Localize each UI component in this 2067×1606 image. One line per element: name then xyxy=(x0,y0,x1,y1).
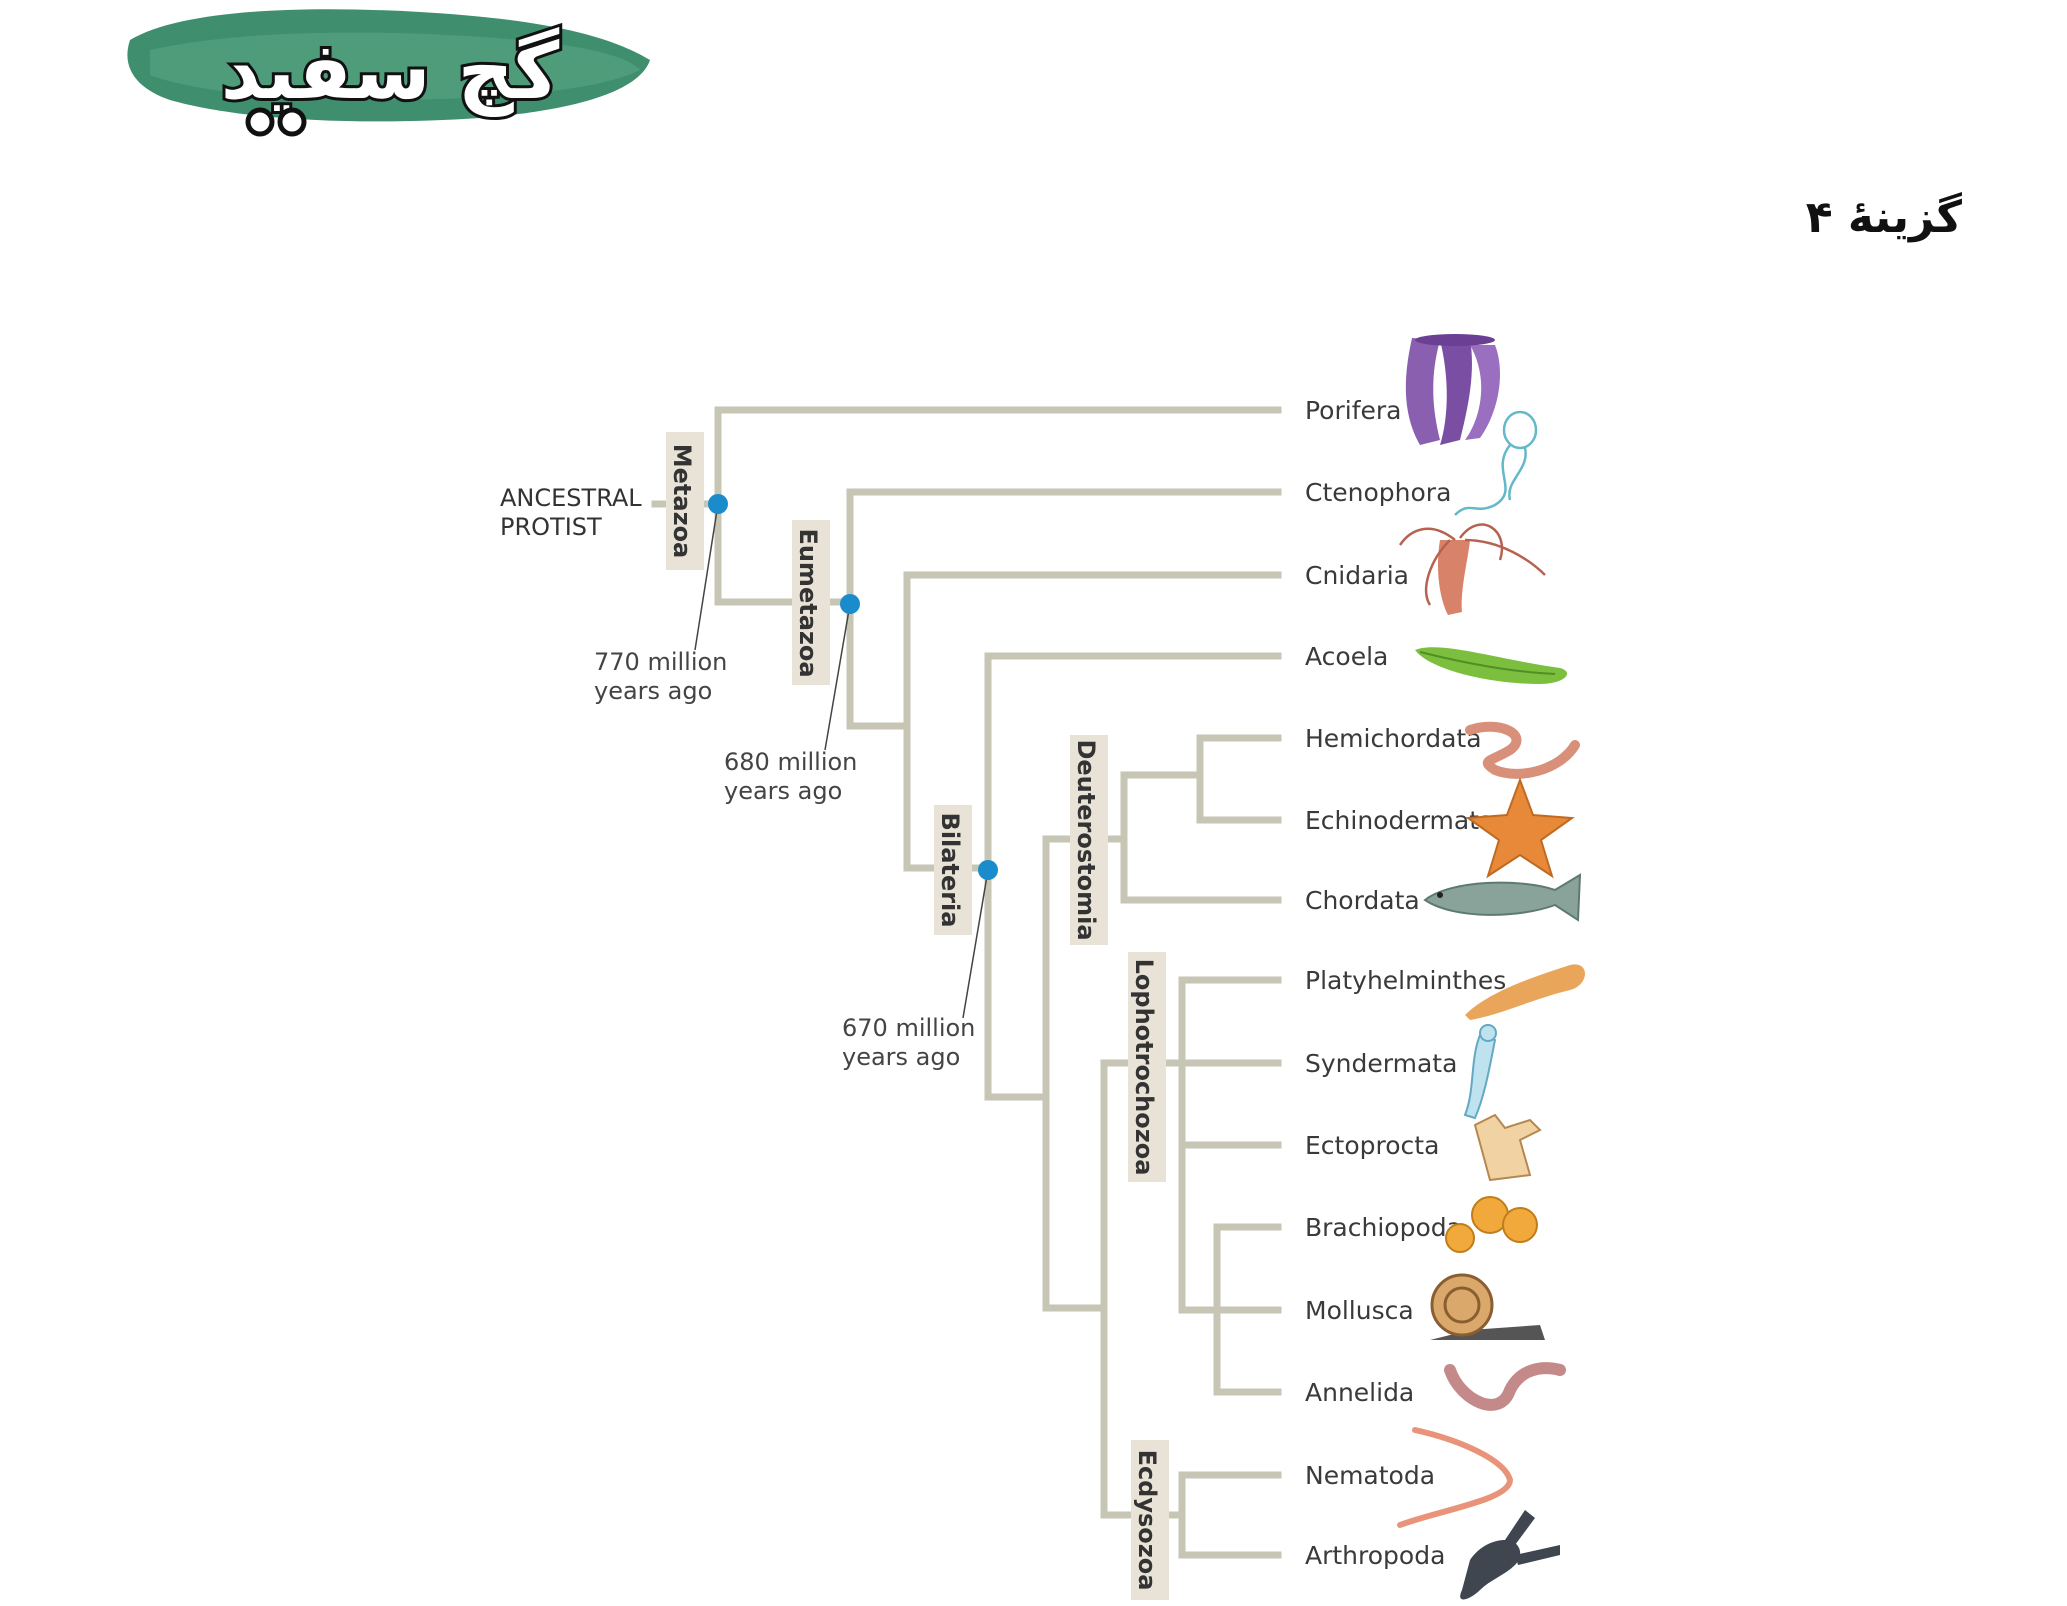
clade-box-deuterostomia: Deuterostomia xyxy=(1070,735,1108,945)
arthropoda-icon xyxy=(1460,1510,1560,1600)
clade-label-lophotrochozoa: Lophotrochozoa xyxy=(1130,959,1158,1176)
ectoprocta-icon xyxy=(1473,1113,1542,1182)
pointer-670 xyxy=(962,869,989,1019)
mollusca-icon xyxy=(1430,1273,1545,1340)
cnidaria-icon xyxy=(1398,523,1546,615)
taxon-label-annelida: Annelida xyxy=(1305,1378,1414,1407)
root-label-line1: ANCESTRAL xyxy=(500,484,642,512)
taxon-label-porifera: Porifera xyxy=(1305,396,1401,425)
node-bilateria xyxy=(978,860,998,880)
clade-box-bilateria: Bilateria xyxy=(934,805,972,935)
time-670: 670 million years ago xyxy=(842,1014,983,1071)
taxon-label-echinodermata: Echinodermata xyxy=(1305,806,1494,835)
root-label-line2: PROTIST xyxy=(500,513,602,541)
ctenophora-icon xyxy=(1454,410,1538,516)
root-label: ANCESTRAL PROTIST xyxy=(500,484,649,541)
time-680: 680 million years ago xyxy=(724,748,865,805)
taxon-label-syndermata: Syndermata xyxy=(1305,1049,1457,1078)
taxon-label-chordata: Chordata xyxy=(1305,886,1420,915)
taxon-label-platyhelminthes: Platyhelminthes xyxy=(1305,966,1506,995)
clade-label-bilateria: Bilateria xyxy=(936,813,964,928)
taxon-label-arthropoda: Arthropoda xyxy=(1305,1541,1445,1570)
time-770: 770 million years ago xyxy=(594,648,735,705)
taxon-label-ectoprocta: Ectoprocta xyxy=(1305,1131,1439,1160)
clade-box-lophotrochozoa: Lophotrochozoa xyxy=(1128,952,1166,1182)
echinodermata-icon xyxy=(1465,777,1575,879)
organism-illustrations xyxy=(1397,334,1585,1600)
taxon-label-cnidaria: Cnidaria xyxy=(1305,561,1409,590)
logo: گچ سفید xyxy=(127,9,651,137)
hemichordata-icon xyxy=(1465,721,1580,779)
clade-box-metazoa: Metazoa xyxy=(666,432,704,570)
taxon-label-ctenophora: Ctenophora xyxy=(1305,478,1451,507)
nematoda-icon xyxy=(1397,1427,1514,1528)
node-metazoa xyxy=(708,494,728,514)
clade-box-ecdysozoa: Ecdysozoa xyxy=(1131,1440,1169,1600)
taxon-label-nematoda: Nematoda xyxy=(1305,1461,1435,1490)
annelida-icon xyxy=(1444,1362,1566,1411)
clade-label-eumetazoa: Eumetazoa xyxy=(794,528,822,677)
answer-label: گزینهٔ ۴ xyxy=(1805,192,1962,243)
node-eumetazoa xyxy=(840,594,860,614)
acoela-icon xyxy=(1415,647,1568,684)
logo-text: گچ سفید xyxy=(221,27,560,117)
brachiopoda-icon xyxy=(1445,1196,1538,1253)
syndermata-icon xyxy=(1463,1024,1497,1120)
taxon-label-hemichordata: Hemichordata xyxy=(1305,724,1482,753)
clade-label-deuterostomia: Deuterostomia xyxy=(1072,739,1100,940)
taxon-label-mollusca: Mollusca xyxy=(1305,1296,1414,1325)
chordata-icon xyxy=(1423,873,1582,922)
clade-label-ecdysozoa: Ecdysozoa xyxy=(1133,1450,1161,1591)
pointer-680 xyxy=(824,603,851,751)
taxon-label-brachiopoda: Brachiopoda xyxy=(1305,1213,1462,1242)
clade-box-eumetazoa: Eumetazoa xyxy=(792,520,830,685)
platyhelminthes-icon xyxy=(1465,964,1585,1020)
porifera-icon xyxy=(1405,334,1500,445)
taxon-label-acoela: Acoela xyxy=(1305,642,1388,671)
pointer-770 xyxy=(694,503,719,651)
clade-label-metazoa: Metazoa xyxy=(668,444,696,558)
